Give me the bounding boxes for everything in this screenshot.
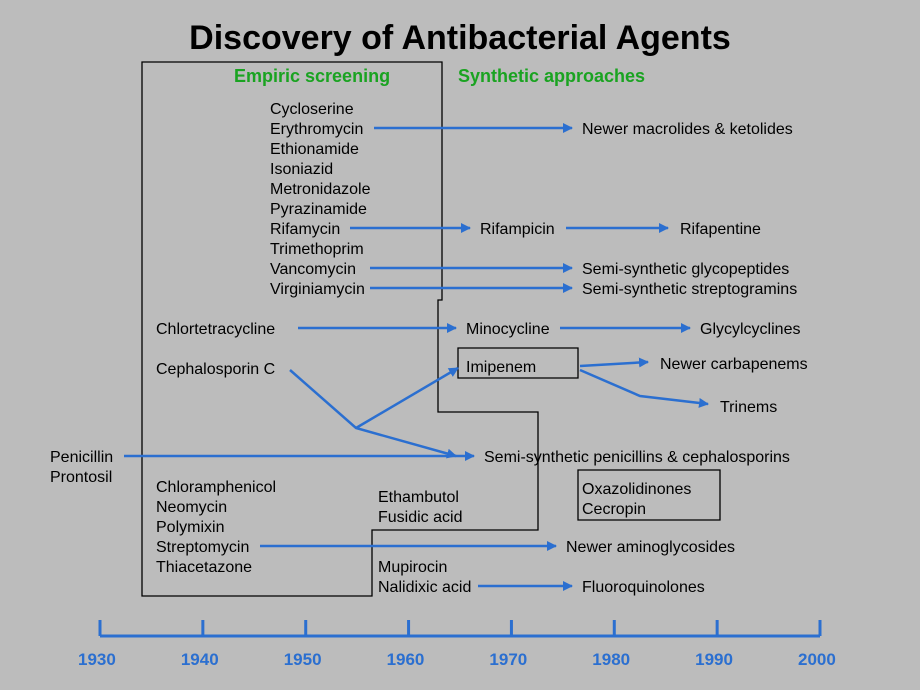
label-fluoroquinolones: Fluoroquinolones (582, 578, 705, 597)
label-semisynth-strep: Semi-synthetic streptogramins (582, 280, 797, 299)
timeline-label-1960: 1960 (387, 650, 425, 670)
label-pyrazinamide: Pyrazinamide (270, 200, 367, 219)
label-isoniazid: Isoniazid (270, 160, 333, 179)
label-newer-carbapenems: Newer carbapenems (660, 355, 808, 374)
timeline-label-1980: 1980 (592, 650, 630, 670)
label-virginiamycin: Virginiamycin (270, 280, 365, 299)
label-erythromycin: Erythromycin (270, 120, 363, 139)
label-rifapentine: Rifapentine (680, 220, 761, 239)
label-streptomycin: Streptomycin (156, 538, 249, 557)
label-semisynth-glyco: Semi-synthetic glycopeptides (582, 260, 789, 279)
diagram-stage: Discovery of Antibacterial Agents Empiri… (0, 0, 920, 690)
arrow-8 (580, 370, 708, 404)
label-cephalosporin-c: Cephalosporin C (156, 360, 275, 379)
label-chloramphenicol: Chloramphenicol (156, 478, 276, 497)
label-cycloserine: Cycloserine (270, 100, 354, 119)
label-ethionamide: Ethionamide (270, 140, 359, 159)
timeline-label-1990: 1990 (695, 650, 733, 670)
label-imipenem: Imipenem (466, 358, 536, 377)
label-mupirocin: Mupirocin (378, 558, 447, 577)
label-rifampicin: Rifampicin (480, 220, 555, 239)
label-semisynth-peni: Semi-synthetic penicillins & cephalospor… (484, 448, 790, 467)
label-fusidic-acid: Fusidic acid (378, 508, 462, 527)
label-newer-amino: Newer aminoglycosides (566, 538, 735, 557)
label-ethambutol: Ethambutol (378, 488, 459, 507)
label-nalidixic-acid: Nalidixic acid (378, 578, 471, 597)
arrow-10 (356, 368, 458, 428)
timeline-label-1950: 1950 (284, 650, 322, 670)
diagram-title: Discovery of Antibacterial Agents (0, 18, 920, 59)
label-neomycin: Neomycin (156, 498, 227, 517)
label-glycylcyclines: Glycylcyclines (700, 320, 800, 339)
label-vancomycin: Vancomycin (270, 260, 356, 279)
subhead-1: Synthetic approaches (458, 66, 645, 88)
subhead-0: Empiric screening (234, 66, 390, 88)
timeline-label-2000: 2000 (798, 650, 836, 670)
timeline-label-1930: 1930 (78, 650, 116, 670)
arrow-7 (580, 362, 648, 366)
label-trimethoprim: Trimethoprim (270, 240, 364, 259)
timeline-label-1940: 1940 (181, 650, 219, 670)
label-thiacetazone: Thiacetazone (156, 558, 252, 577)
label-chlortetracycline: Chlortetracycline (156, 320, 275, 339)
label-rifamycin: Rifamycin (270, 220, 340, 239)
label-metronidazole: Metronidazole (270, 180, 371, 199)
label-penicillin: Penicillin (50, 448, 113, 467)
label-minocycline: Minocycline (466, 320, 550, 339)
label-newer-macrolides: Newer macrolides & ketolides (582, 120, 793, 139)
timeline-label-1970: 1970 (489, 650, 527, 670)
label-trinems: Trinems (720, 398, 777, 417)
label-oxazolidinones: Oxazolidinones (582, 480, 691, 499)
label-cecropin: Cecropin (582, 500, 646, 519)
label-prontosil: Prontosil (50, 468, 112, 487)
label-polymixin: Polymixin (156, 518, 224, 537)
